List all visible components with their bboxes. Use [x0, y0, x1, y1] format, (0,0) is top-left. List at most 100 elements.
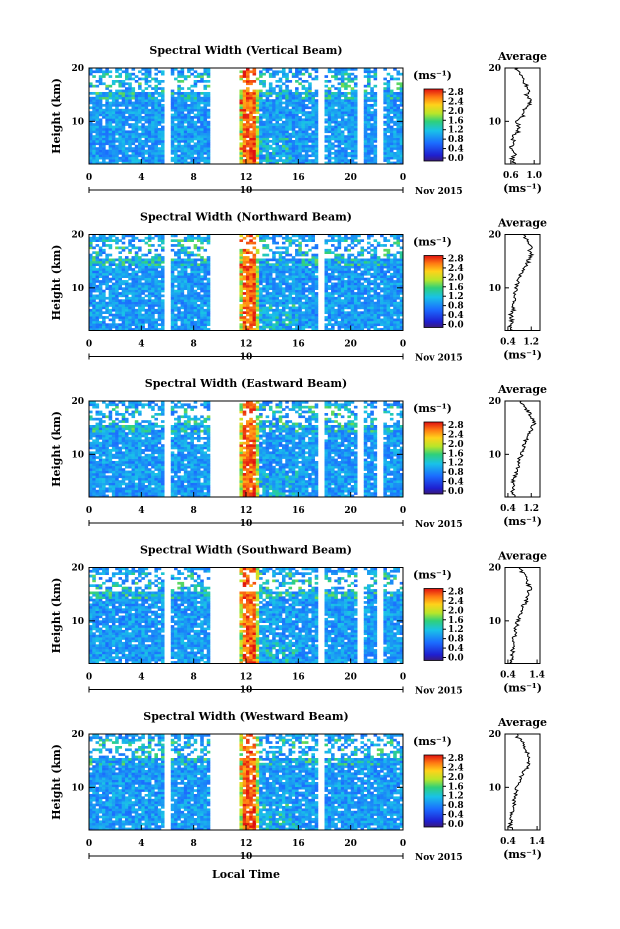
heatmap-cell — [249, 308, 253, 312]
heatmap-cell — [389, 120, 394, 124]
heatmap-cell — [115, 104, 119, 107]
heatmap-cell — [111, 135, 116, 138]
heatmap-cell — [344, 87, 348, 90]
heatmap-cell — [314, 159, 319, 162]
heatmap-cell — [249, 70, 253, 74]
heatmap-cell — [92, 135, 96, 138]
heatmap-cell — [285, 277, 289, 281]
heatmap-cell — [154, 323, 158, 326]
heatmap-cell — [396, 82, 401, 86]
heatmap-cell — [124, 268, 129, 271]
heatmap-cell — [102, 108, 106, 112]
heatmap-cell — [160, 308, 165, 312]
heatmap-cell — [334, 313, 338, 317]
heatmap-cell — [262, 137, 266, 141]
heatmap-cell — [324, 268, 329, 271]
heatmap-cell — [350, 101, 355, 105]
heatmap-cell — [160, 246, 165, 250]
heatmap-cell — [272, 299, 276, 302]
heatmap-cell — [298, 82, 302, 86]
heatmap-cell — [288, 111, 293, 114]
heatmap-cell — [353, 144, 358, 148]
heatmap-cell — [246, 301, 250, 305]
heatmap-cell — [396, 132, 401, 136]
heatmap-cell — [347, 272, 351, 276]
heatmap-cell — [344, 289, 348, 293]
heatmap-cell — [363, 84, 368, 88]
heatmap-cell — [301, 161, 306, 165]
heatmap-cell — [151, 120, 155, 124]
heatmap-cell — [334, 152, 338, 155]
heatmap-cell — [180, 92, 185, 95]
heatmap-cell — [367, 120, 371, 124]
heatmap-cell — [108, 244, 113, 247]
heatmap-cell — [298, 313, 302, 317]
heatmap-cell — [138, 320, 142, 324]
heatmap-cell — [344, 140, 348, 143]
heatmap-cell — [288, 154, 293, 158]
heatmap-cell — [203, 135, 208, 138]
heatmap-cell — [298, 296, 302, 300]
heatmap-cell — [363, 144, 368, 148]
heatmap-cell — [134, 144, 139, 148]
heatmap-cell — [295, 299, 299, 302]
heatmap-cell — [298, 144, 302, 148]
heatmap-cell — [206, 96, 211, 100]
heatmap-cell — [301, 154, 306, 158]
heatmap-cell — [370, 161, 374, 165]
heatmap-cell — [151, 106, 155, 110]
heatmap-cell — [249, 125, 253, 129]
heatmap-cell — [265, 161, 270, 165]
heatmap-cell — [252, 96, 257, 100]
heatmap-cell — [363, 318, 368, 322]
heatmap-cell — [367, 99, 371, 102]
heatmap-cell — [367, 301, 371, 305]
heatmap-cell — [151, 132, 155, 136]
heatmap-cell — [102, 323, 106, 326]
heatmap-cell — [252, 135, 257, 138]
heatmap-cell — [334, 130, 338, 134]
heatmap-cell — [108, 94, 113, 98]
heatmap-cell — [308, 272, 312, 276]
heatmap-cell — [138, 296, 142, 300]
heatmap-cell — [98, 308, 103, 312]
heatmap-cell — [174, 253, 178, 257]
heatmap-cell — [272, 118, 276, 122]
heatmap-cell — [327, 306, 332, 310]
heatmap-cell — [285, 253, 289, 257]
heatmap-cell — [246, 251, 250, 254]
heatmap-cell — [174, 318, 178, 322]
heatmap-cell — [138, 292, 142, 295]
heatmap-cell — [193, 144, 198, 148]
heatmap-cell — [193, 292, 198, 295]
heatmap-cell — [314, 128, 319, 131]
heatmap-cell — [147, 101, 152, 105]
heatmap-cell — [311, 280, 315, 283]
heatmap-cell — [157, 82, 162, 86]
heatmap-cell — [301, 296, 306, 300]
heatmap-cell — [193, 253, 198, 257]
heatmap-cell — [298, 123, 302, 126]
heatmap-cell — [396, 140, 401, 143]
heatmap-cell — [183, 130, 188, 134]
heatmap-cell — [151, 294, 155, 298]
heatmap-cell — [308, 82, 312, 86]
heatmap-cell — [281, 320, 286, 324]
heatmap-cell — [187, 263, 191, 266]
heatmap-cell — [246, 154, 250, 158]
heatmap-cell — [95, 152, 100, 155]
heatmap-cell — [246, 292, 250, 295]
heatmap-cell — [128, 263, 132, 266]
heatmap-cell — [190, 272, 194, 276]
heatmap-cell — [265, 308, 270, 312]
heatmap-cell — [174, 328, 178, 331]
heatmap-cell — [187, 128, 191, 131]
heatmap-cell — [262, 104, 266, 107]
heatmap-cell — [347, 275, 351, 278]
heatmap-cell — [363, 301, 368, 305]
heatmap-cell — [311, 120, 315, 124]
heatmap-cell — [134, 296, 139, 300]
heatmap-cell — [128, 99, 132, 102]
heatmap-cell — [255, 156, 260, 160]
heatmap-cell — [314, 108, 319, 112]
